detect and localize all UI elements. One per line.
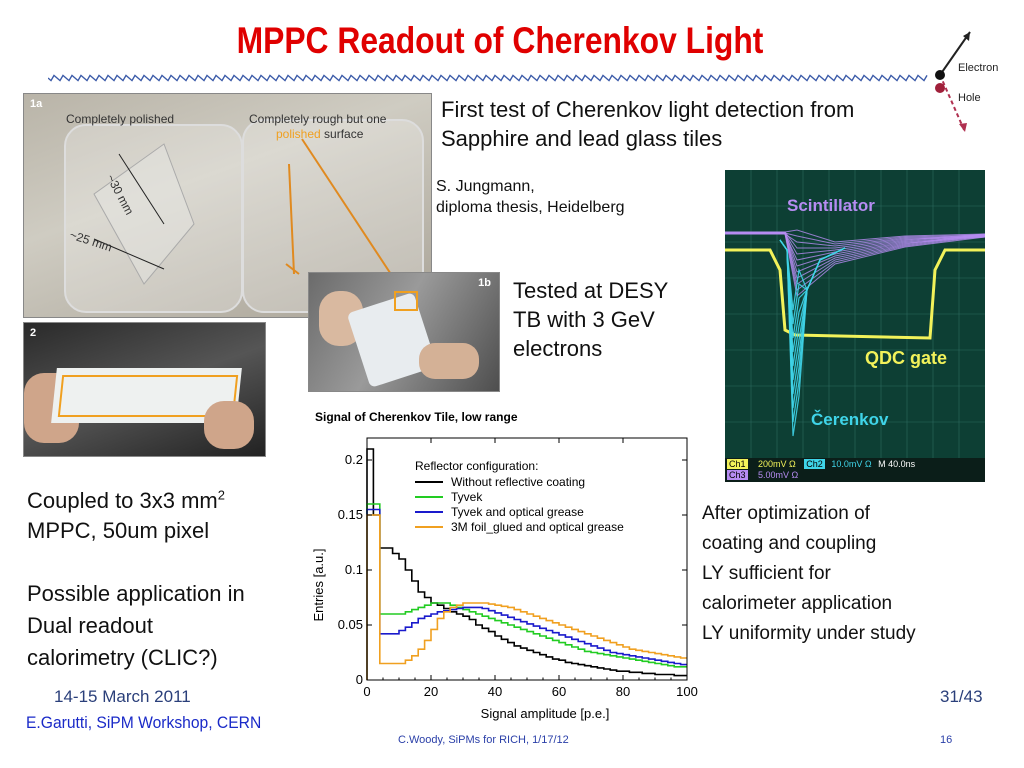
x-tick-label: 40 (488, 684, 502, 699)
oscilloscope-screenshot: Scintillator QDC gate Čerenkov Ch1 200mV… (725, 170, 985, 482)
photo-2: 2 (23, 322, 266, 457)
photo-1a-tag: 1a (30, 98, 43, 110)
scope-qdc-label: QDC gate (865, 348, 948, 368)
x-tick-label: 60 (552, 684, 566, 699)
electron-label: Electron (958, 62, 999, 74)
legend-label-0: Without reflective coating (451, 475, 585, 489)
series-line-0 (366, 448, 687, 680)
y-tick-label: 0.05 (338, 617, 363, 632)
scope-cerenkov-label: Čerenkov (811, 410, 889, 429)
cherenkov-histogram: Signal of Cherenkov Tile, low range 0 20 4… (311, 410, 698, 721)
desy-line1: Tested at DESY (513, 278, 669, 303)
electron-hole-diagram (935, 31, 971, 133)
series-line-1 (366, 503, 687, 680)
after-line1: After optimization of (702, 503, 870, 524)
after-line4: calorimeter application (702, 593, 893, 614)
series-line-2 (366, 508, 687, 680)
photo-2-tag: 2 (30, 327, 37, 339)
footer-author: E.Garutti, SiPM Workshop, CERN (26, 713, 262, 732)
electron-dot (935, 70, 945, 80)
legend-title: Reflector configuration: (415, 459, 538, 473)
photo-1b: 1b (308, 272, 500, 392)
photo-1a-surface-word: surface (320, 127, 364, 141)
x-tick-label: 20 (424, 684, 438, 699)
hole-label: Hole (958, 92, 981, 104)
after-line5: LY uniformity under study (702, 623, 916, 644)
possible-line3: calorimetry (CLIC?) (27, 645, 218, 670)
slide-title: MPPC Readout of Cherenkov Light (236, 20, 764, 61)
footer-center-text: C.Woody, SiPMs for RICH, 1/17/12 (398, 734, 569, 746)
y-axis-label: Entries [a.u.] (311, 549, 326, 622)
first-test-line1: First test of Cherenkov light detection … (441, 97, 855, 122)
thesis-line2: diploma thesis, Heidelberg (436, 199, 625, 216)
first-test-line2: Sapphire and lead glass tiles (441, 126, 723, 151)
y-tick-label: 0.15 (338, 507, 363, 522)
x-tick-label: 0 (363, 684, 370, 699)
legend-label-3: 3M foil_glued and optical grease (451, 520, 624, 534)
legend-label-2: Tyvek and optical grease (451, 505, 584, 519)
scope-status-row2: Ch3 5.00mV Ω (727, 470, 799, 480)
thesis-line1: S. Jungmann, (436, 178, 535, 195)
slide-number: 16 (940, 734, 953, 746)
x-tick-label: 80 (616, 684, 630, 699)
legend-label-1: Tyvek (451, 490, 483, 504)
x-tick-label: 100 (676, 684, 698, 699)
possible-line1: Possible application in (27, 581, 245, 606)
hole-dot (935, 83, 945, 93)
series-line-3 (366, 514, 687, 680)
scope-scintillator-label: Scintillator (787, 196, 875, 215)
coupled-superscript: 2 (217, 487, 225, 503)
wavy-divider (48, 74, 928, 82)
photo-1a-right-caption: Completely rough but one (249, 112, 387, 126)
y-tick-label: 0 (356, 672, 363, 687)
after-line3: LY sufficient for (702, 563, 831, 584)
scope-status-row1: Ch1 200mV Ω Ch2 10.0mV Ω M 40.0ns (727, 459, 916, 469)
desy-line3: electrons (513, 336, 603, 361)
footer-page-ref: 31/43 (940, 687, 983, 706)
x-axis-label: Signal amplitude [p.e.] (481, 706, 610, 721)
photo-1a-left-caption: Completely polished (66, 112, 175, 126)
chart-title: Signal of Cherenkov Tile, low range (315, 410, 518, 424)
photo-1a-polished-word: polished (276, 127, 321, 141)
photo-1b-tag: 1b (478, 277, 491, 289)
after-line2: coating and coupling (702, 533, 877, 554)
coupled-line1: Coupled to 3x3 mm2 (27, 487, 225, 513)
footer-date: 14-15 March 2011 (54, 687, 191, 706)
y-tick-label: 0.1 (345, 562, 363, 577)
y-tick-label: 0.2 (345, 452, 363, 467)
possible-line2: Dual readout (27, 613, 153, 638)
coupled-line2: MPPC, 50um pixel (27, 518, 210, 543)
desy-line2: TB with 3 GeV (513, 307, 655, 332)
